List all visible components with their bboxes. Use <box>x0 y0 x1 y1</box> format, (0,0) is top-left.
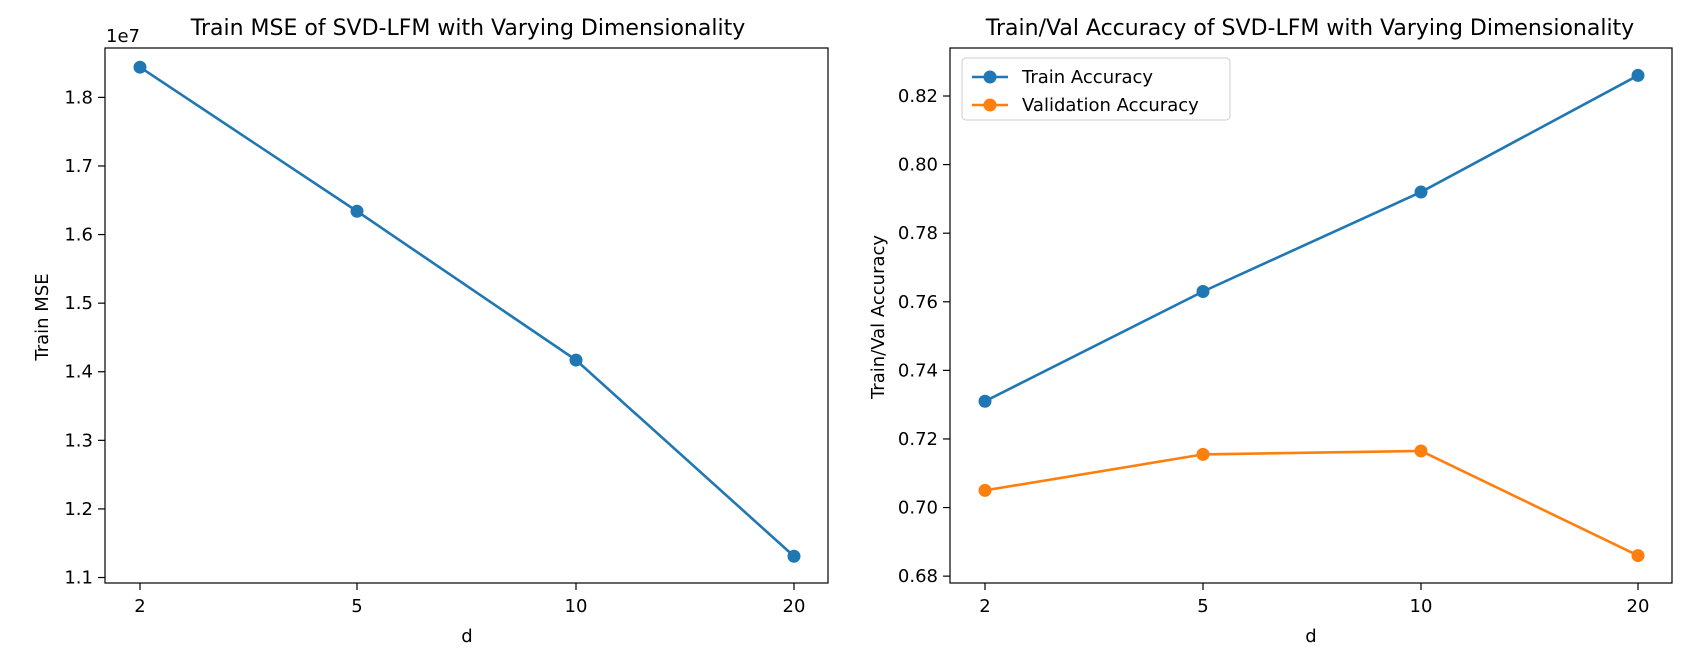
y-tick-label: 1.1 <box>64 568 93 589</box>
data-point <box>350 204 364 218</box>
data-point <box>133 60 147 74</box>
series-line <box>984 449 1639 557</box>
x-axis-label: d <box>461 626 472 647</box>
legend-label: Validation Accuracy <box>1022 95 1199 116</box>
y-tick-label: 1.6 <box>64 225 93 246</box>
plot-frame <box>104 47 829 584</box>
x-tick-label: 10 <box>1410 596 1433 617</box>
chart-title: Train/Val Accuracy of SVD-LFM with Varyi… <box>985 16 1634 41</box>
data-point <box>1196 447 1210 461</box>
x-tick-label: 2 <box>134 596 145 617</box>
legend-marker <box>983 98 997 112</box>
y-tick-label: 0.68 <box>898 566 938 587</box>
legend-box <box>961 57 1231 121</box>
y-offset-label: 1e7 <box>106 26 140 47</box>
y-tick-label: 1.4 <box>64 362 93 383</box>
train-mse-chart: Train MSE of SVD-LFM with Varying Dimens… <box>32 16 829 647</box>
y-tick-label: 0.80 <box>898 155 938 176</box>
x-axis-label: d <box>1305 626 1316 647</box>
x-tick-label: 2 <box>979 596 990 617</box>
data-point <box>1631 549 1645 563</box>
tick-layer: 2 5 10 20 0.68 0.70 0.72 0.74 0.76 0.78 0.80 0.82 <box>898 86 1650 617</box>
x-tick-label: 20 <box>1627 596 1650 617</box>
x-tick-label: 10 <box>565 596 588 617</box>
y-tick-label: 0.72 <box>898 429 938 450</box>
chart-title: Train MSE of SVD-LFM with Varying Dimens… <box>190 16 745 41</box>
y-tick-label: 0.70 <box>898 498 938 519</box>
x-tick-label: 20 <box>783 596 806 617</box>
x-tick-label: 5 <box>351 596 362 617</box>
tick-layer: 2 5 10 20 1.1 1.2 1.3 1.4 1.5 1.6 1.7 1.8 <box>64 87 805 617</box>
series-line <box>139 66 795 558</box>
plot-frame <box>949 47 1673 584</box>
y-tick-label: 1.5 <box>64 293 93 314</box>
y-axis-label: Train/Val Accuracy <box>868 235 889 400</box>
data-point <box>1196 284 1210 298</box>
legend-marker <box>983 70 997 84</box>
series-line <box>984 74 1639 403</box>
y-tick-label: 1.3 <box>64 430 93 451</box>
y-axis-label: Train MSE <box>32 273 53 361</box>
data-point <box>569 353 583 367</box>
data-point <box>978 483 992 497</box>
data-point <box>1414 185 1428 199</box>
y-tick-label: 0.74 <box>898 360 938 381</box>
y-tick-label: 0.76 <box>898 292 938 313</box>
data-point <box>1631 68 1645 82</box>
data-point <box>978 394 992 408</box>
x-tick-label: 5 <box>1197 596 1208 617</box>
y-tick-label: 1.8 <box>64 87 93 108</box>
mark-layer <box>978 68 1645 563</box>
y-tick-label: 1.7 <box>64 156 93 177</box>
y-tick-label: 1.2 <box>64 499 93 520</box>
legend: Train Accuracy Validation Accuracy <box>961 57 1231 121</box>
mark-layer <box>133 60 801 563</box>
y-tick-label: 0.82 <box>898 86 938 107</box>
legend-label: Train Accuracy <box>1021 67 1153 88</box>
train-val-accuracy-chart: Train/Val Accuracy of SVD-LFM with Varyi… <box>868 16 1673 647</box>
data-point <box>1414 444 1428 458</box>
y-tick-label: 0.78 <box>898 223 938 244</box>
data-point <box>787 549 801 563</box>
